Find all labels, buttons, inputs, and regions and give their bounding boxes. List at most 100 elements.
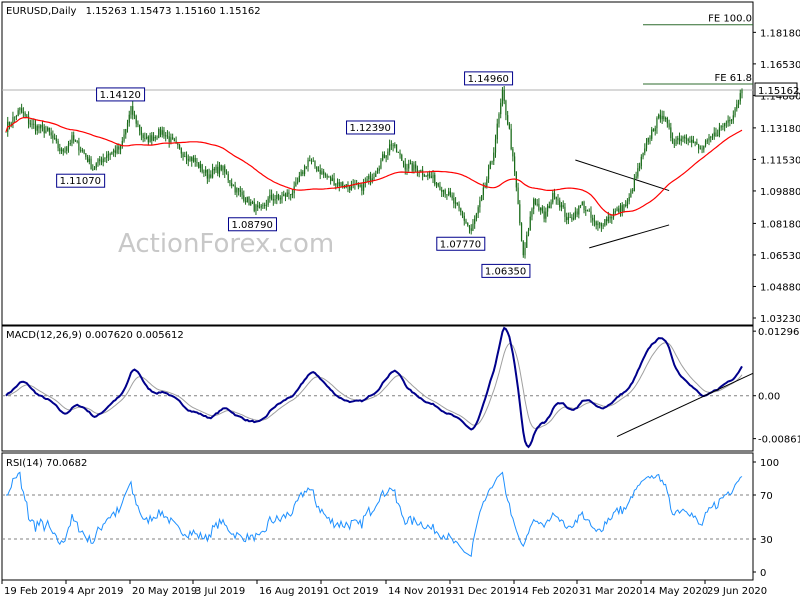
- candle-body: [573, 217, 575, 220]
- price-tick-label: 1.03230: [760, 314, 800, 325]
- candle-body: [536, 203, 538, 205]
- candle-body: [277, 194, 280, 198]
- candle-body: [489, 162, 491, 169]
- candle-body: [331, 178, 333, 181]
- candle-body: [503, 89, 505, 101]
- price-tick-label: 1.06530: [760, 251, 800, 262]
- candle-body: [606, 219, 608, 222]
- candle-body: [121, 140, 123, 146]
- candle-body: [52, 135, 54, 139]
- annotation-label: 1.07770: [440, 239, 481, 250]
- candle-body: [151, 135, 153, 141]
- candle-body: [383, 154, 386, 158]
- candle-body: [330, 176, 332, 181]
- candle-body: [267, 198, 269, 205]
- candle-body: [472, 223, 474, 231]
- candle-body: [316, 166, 318, 171]
- candle-body: [69, 142, 71, 145]
- candle-body: [546, 205, 549, 212]
- candle-body: [656, 117, 658, 129]
- candle-body: [102, 158, 104, 163]
- candle-body: [670, 127, 672, 139]
- candle-body: [359, 184, 361, 187]
- candle-body: [682, 136, 684, 139]
- candle-body: [698, 144, 700, 149]
- candle-body: [130, 106, 132, 115]
- candle-body: [36, 125, 38, 131]
- candle-body: [222, 166, 224, 171]
- annotation-label: 1.14960: [468, 74, 509, 85]
- candle-body: [408, 164, 410, 169]
- candle-body: [375, 173, 377, 177]
- candle-body: [691, 139, 693, 143]
- candle-body: [54, 138, 56, 140]
- candle-body: [557, 199, 559, 201]
- candle-body: [198, 162, 200, 168]
- candle-body: [147, 136, 149, 143]
- candle-body: [541, 207, 543, 212]
- candle-body: [126, 122, 129, 130]
- candle-body: [217, 166, 219, 174]
- macd-group: [2, 326, 754, 449]
- candle-body: [238, 188, 240, 191]
- candle-body: [680, 138, 682, 142]
- candle-body: [713, 132, 715, 137]
- candle-body: [715, 132, 717, 137]
- candle-body: [290, 194, 292, 196]
- candle-body: [704, 140, 707, 146]
- candle-body: [736, 104, 738, 109]
- x-tick-label: 31 Mar 2020: [579, 586, 642, 597]
- candle-body: [152, 136, 155, 141]
- candle-body: [333, 178, 335, 186]
- candle-body: [302, 171, 304, 175]
- candle-body: [652, 129, 655, 132]
- candle-body: [215, 166, 217, 171]
- candle-body: [34, 124, 37, 131]
- candle-body: [309, 160, 311, 162]
- candle-body: [673, 143, 675, 145]
- candle-body: [734, 108, 736, 116]
- candle-body: [416, 168, 418, 173]
- x-tick-label: 4 Apr 2019: [68, 586, 123, 597]
- candle-body: [465, 220, 467, 224]
- candle-body: [229, 180, 231, 184]
- candle-body: [172, 137, 174, 140]
- candle-body: [609, 216, 611, 219]
- candle-body: [659, 114, 662, 120]
- candle-body: [703, 145, 705, 150]
- candle-body: [376, 170, 379, 174]
- candle-body: [524, 247, 526, 256]
- candle-body: [310, 160, 313, 162]
- candle-body: [265, 204, 267, 206]
- candle-body: [225, 172, 228, 174]
- candle-body: [501, 89, 504, 103]
- candle-body: [319, 169, 321, 175]
- candle-body: [199, 164, 202, 168]
- fib-level-label: FE 100.0: [708, 14, 752, 25]
- candle-body: [720, 126, 722, 128]
- candle-body: [41, 125, 44, 127]
- candle-body: [730, 119, 733, 122]
- candle-body: [88, 158, 90, 162]
- candle-body: [663, 115, 665, 120]
- candle-body: [618, 208, 620, 213]
- candle-body: [177, 143, 179, 146]
- candle-body: [362, 182, 365, 191]
- candle-body: [168, 136, 170, 143]
- candle-body: [206, 169, 208, 179]
- candle-body: [658, 114, 660, 118]
- candle-body: [581, 201, 583, 206]
- candle-body: [95, 163, 97, 168]
- candle-body: [12, 116, 14, 124]
- candle-body: [165, 135, 167, 137]
- candle-body: [474, 218, 476, 224]
- candle-body: [239, 190, 241, 192]
- candle-body: [173, 139, 175, 142]
- candle-body: [305, 166, 307, 168]
- candle-body: [435, 183, 438, 185]
- candle-body: [395, 144, 398, 153]
- candle-body: [90, 158, 92, 170]
- candle-body: [132, 106, 134, 115]
- candle-body: [350, 184, 353, 191]
